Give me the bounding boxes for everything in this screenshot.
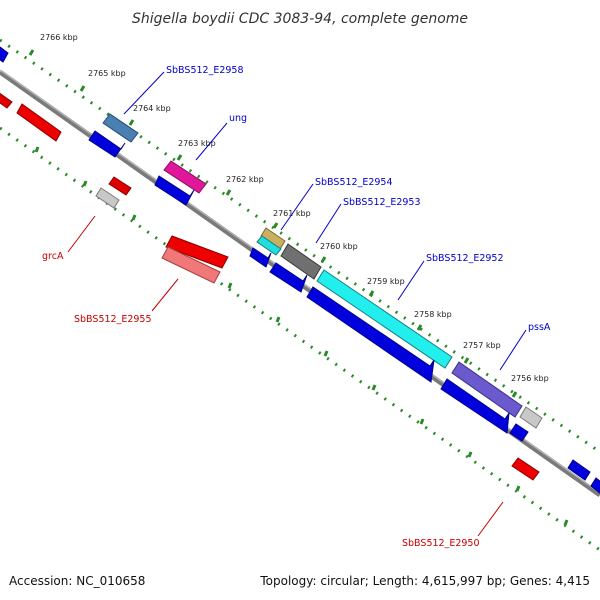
gene-blue-under-e2958[interactable] [88,130,126,158]
kbp-tick-6 [272,222,279,229]
gene-psss[interactable] [451,361,523,418]
kbp-label: 2766 kbp [40,33,78,42]
gene-blue-long[interactable] [306,286,435,383]
gene-sbbs512-e2950[interactable] [511,457,540,481]
kbp-label: 2762 kbp [226,175,264,184]
kbp-tick-4 [176,154,183,161]
gene-label-sbbs512-e2954[interactable]: SbBS512_E2954 [315,177,393,188]
label-leaders [67,71,527,537]
kbp-label: 2759 kbp [367,277,405,286]
kbp-label: 2761 kbp [273,209,311,218]
kbp-tick-2 [79,85,86,92]
kbp-tick-1 [28,49,35,56]
gene-sbbs512-e2953[interactable] [280,243,322,280]
topology-text: Topology: circular; Length: 4,615,997 bp… [259,574,590,588]
kbp-tick-3 [128,119,135,126]
inner-ruler-line [0,126,600,552]
accession-text: Accession: NC_010658 [9,574,145,588]
gene-ung[interactable] [163,160,207,194]
gene-sbbs512-e2954[interactable] [256,227,286,256]
outer-ruler-line [0,38,600,454]
gene-label-psss[interactable]: pssA [528,322,551,333]
kbp-tick-8 [368,290,375,297]
gene-blue-right-a[interactable] [567,459,591,481]
gene-red-long-mid[interactable] [165,235,229,269]
kbp-label: 2758 kbp [414,310,452,319]
gene-grey-small-right[interactable] [519,406,543,429]
kbp-label: 2765 kbp [88,69,126,78]
kbp-label: 2756 kbp [511,374,549,383]
gene-blue-right-b[interactable] [590,477,600,494]
gene-sbbs512-e2952[interactable] [316,269,453,369]
gene-label-sbbs512-e2953[interactable]: SbBS512_E2953 [343,197,421,208]
gene-red-left-edge[interactable] [0,90,13,109]
gene-sbbs512-e2958[interactable] [102,113,139,143]
gene-label-sbbs512-e2955[interactable]: SbBS512_E2955 [74,314,152,325]
gene-label-ung[interactable]: ung [229,113,247,124]
kbp-label: 2760 kbp [320,242,358,251]
kbp-tick-9 [416,324,423,331]
map-title: Shigella boydii CDC 3083-94, complete ge… [132,11,468,27]
kbp-tick-5 [225,189,232,196]
gene-blue-under-ung[interactable] [154,175,195,206]
gene-blue-under-e2953[interactable] [269,262,308,293]
gene-features [0,44,600,494]
kbp-label: 2757 kbp [463,341,501,350]
gene-blue-left-edge[interactable] [0,44,9,63]
kbp-tick-11 [511,391,518,398]
kbp-tick-10 [463,357,470,364]
kbp-label: 2764 kbp [133,104,171,113]
gene-blue-under-psss[interactable] [440,378,510,434]
gene-sbbs512-e2955[interactable] [161,246,221,284]
gene-blue-tiny-right[interactable] [509,423,529,442]
kbp-label: 2763 kbp [178,139,216,148]
gene-red-small[interactable] [108,176,132,196]
gene-label-grca[interactable]: grcA [42,251,64,262]
ruler-lines [0,38,600,552]
gene-label-sbbs512-e2950[interactable]: SbBS512_E2950 [402,538,480,549]
gene-blue-small-a[interactable] [249,247,272,268]
gene-label-sbbs512-e2952[interactable]: SbBS512_E2952 [426,253,504,264]
kbp-tick-7 [320,256,327,263]
gene-label-sbbs512-e2958[interactable]: SbBS512_E2958 [166,65,244,76]
inner-ruler-ticks [34,146,569,526]
gene-red-long-left[interactable] [16,103,62,142]
gene-grca[interactable] [95,187,120,209]
